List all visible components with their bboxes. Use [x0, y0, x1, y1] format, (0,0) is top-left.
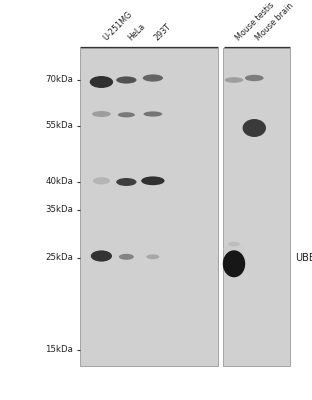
Text: HeLa: HeLa: [126, 21, 147, 42]
Text: 293T: 293T: [153, 22, 173, 42]
Text: 15kDa: 15kDa: [46, 346, 73, 354]
Text: Mouse brain: Mouse brain: [254, 1, 295, 42]
FancyBboxPatch shape: [223, 48, 290, 366]
Ellipse shape: [245, 75, 264, 81]
Text: 25kDa: 25kDa: [46, 254, 73, 262]
Ellipse shape: [225, 77, 243, 83]
Ellipse shape: [92, 111, 111, 117]
Ellipse shape: [228, 242, 240, 246]
Ellipse shape: [93, 177, 110, 184]
Ellipse shape: [90, 76, 113, 88]
Ellipse shape: [223, 250, 245, 277]
Ellipse shape: [116, 76, 137, 84]
Ellipse shape: [243, 119, 266, 137]
Ellipse shape: [119, 254, 134, 260]
Text: U-251MG: U-251MG: [101, 9, 134, 42]
Ellipse shape: [143, 74, 163, 82]
Ellipse shape: [91, 250, 112, 262]
Text: Mouse testis: Mouse testis: [234, 0, 276, 42]
Text: UBE2J2: UBE2J2: [295, 253, 312, 263]
Ellipse shape: [144, 111, 162, 117]
Ellipse shape: [118, 112, 135, 118]
FancyBboxPatch shape: [80, 48, 218, 366]
Ellipse shape: [116, 178, 137, 186]
Text: 55kDa: 55kDa: [46, 122, 73, 130]
Ellipse shape: [223, 242, 245, 257]
Ellipse shape: [141, 176, 165, 185]
Text: 35kDa: 35kDa: [46, 206, 73, 214]
Text: 40kDa: 40kDa: [46, 178, 73, 186]
Text: 70kDa: 70kDa: [46, 76, 73, 84]
Ellipse shape: [146, 254, 159, 259]
